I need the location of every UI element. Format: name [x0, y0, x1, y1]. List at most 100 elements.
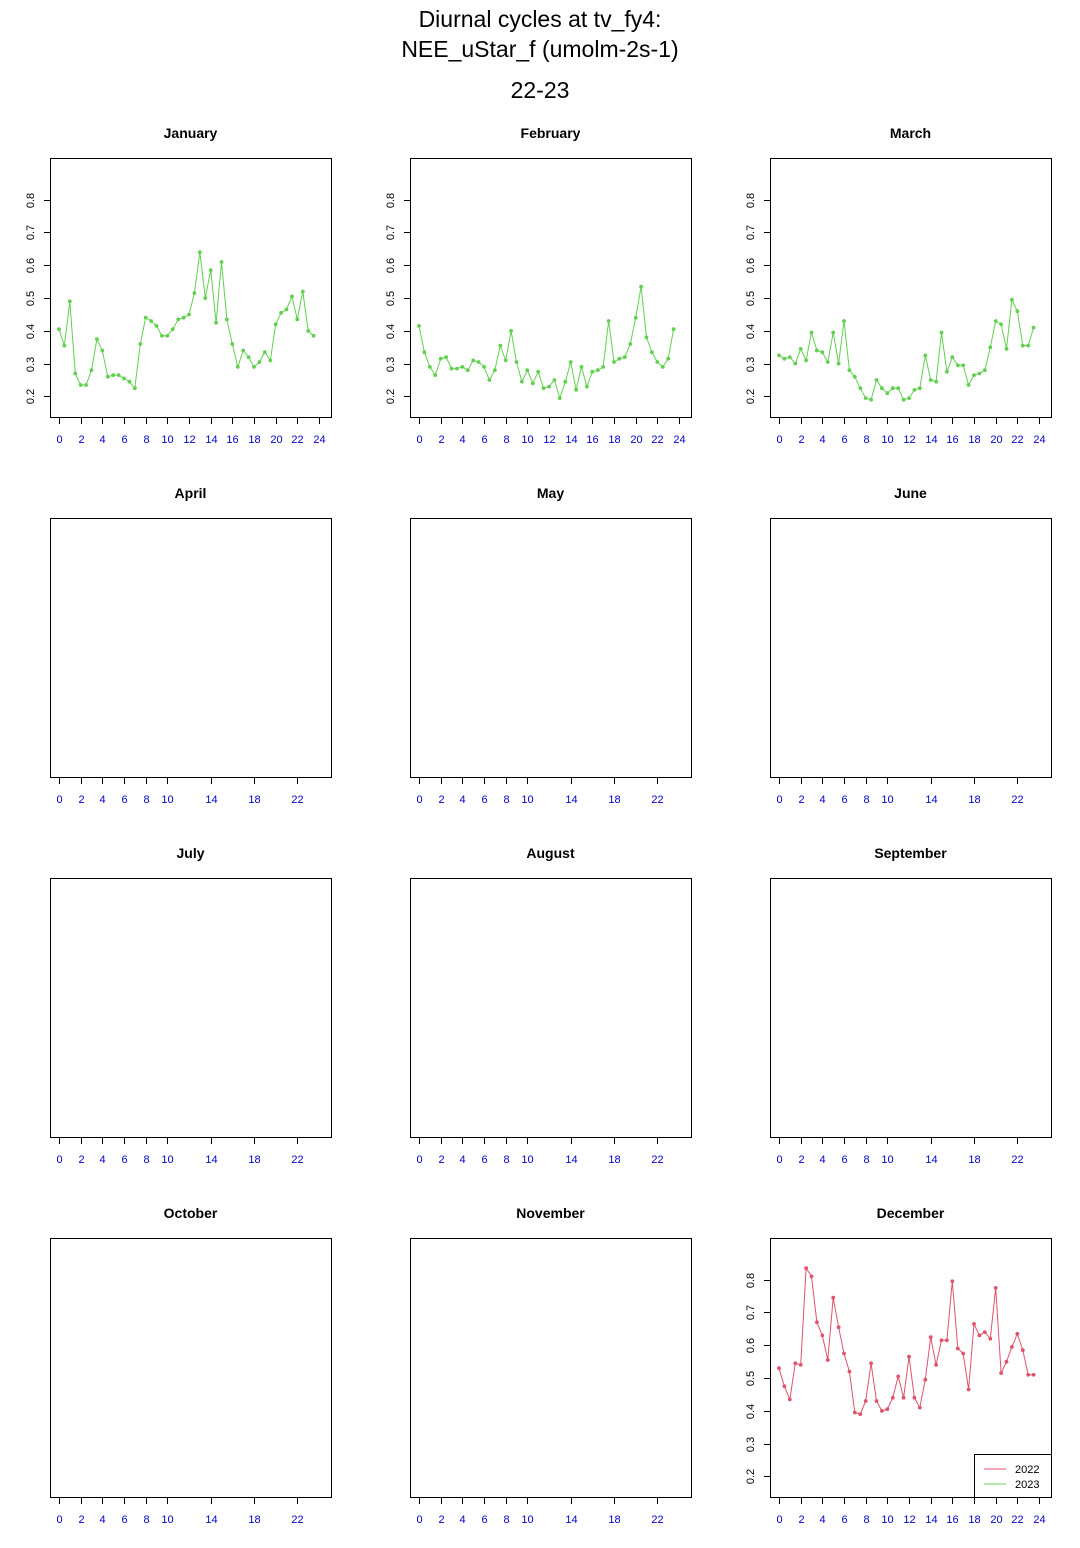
- data-point: [536, 369, 541, 374]
- plot-frame: [410, 1238, 692, 1498]
- data-point: [89, 368, 94, 373]
- data-point: [945, 369, 949, 374]
- x-tick-label: 4: [459, 1514, 465, 1526]
- x-tick-label: 0: [56, 434, 62, 446]
- x-tick-label: 14: [205, 1514, 217, 1526]
- data-point: [568, 360, 573, 364]
- y-tick-label: 0.4: [385, 324, 397, 339]
- data-point: [181, 315, 186, 320]
- series-line-2023: [418, 286, 675, 400]
- y-tick-label: 0.2: [25, 389, 37, 404]
- data-point: [825, 360, 830, 364]
- data-point: [804, 1266, 808, 1271]
- data-point: [530, 381, 535, 386]
- data-point: [246, 355, 251, 359]
- panel-title: September: [874, 845, 947, 861]
- panel-august: August 0 2 4 6 8 10 14 18 22: [410, 845, 692, 1166]
- y-tick-label: 0.2: [385, 389, 397, 404]
- plot-frame: [410, 518, 692, 778]
- data-point: [966, 383, 971, 387]
- data-point: [422, 350, 427, 355]
- data-point: [257, 360, 262, 364]
- x-tick-label: 18: [968, 434, 980, 446]
- data-point: [966, 1387, 971, 1392]
- x-tick-label: 14: [565, 794, 577, 806]
- y-tick-label: 0.6: [385, 258, 397, 273]
- x-tick-label: 2: [78, 1154, 84, 1166]
- x-tick-label: 14: [925, 434, 937, 446]
- data-point: [471, 358, 476, 363]
- data-point: [787, 1397, 792, 1402]
- data-point: [928, 1335, 933, 1339]
- data-point: [449, 366, 454, 371]
- data-point: [279, 310, 283, 315]
- x-tick-label: 8: [863, 1154, 869, 1166]
- x-tick-label: 8: [863, 434, 869, 446]
- data-point: [988, 1336, 993, 1341]
- data-point: [928, 378, 933, 382]
- x-tick-label: 0: [776, 434, 782, 446]
- data-point: [311, 333, 316, 338]
- x-tick-label: 10: [521, 1154, 533, 1166]
- x-tick-label: 4: [99, 434, 105, 446]
- x-tick-label: 14: [205, 434, 217, 446]
- data-point: [782, 356, 787, 361]
- data-point: [977, 371, 982, 376]
- plot-frame: [50, 878, 332, 1138]
- data-point: [825, 1358, 830, 1362]
- x-tick-label: 10: [521, 1514, 533, 1526]
- data-point: [809, 1274, 814, 1279]
- x-tick-label: 0: [776, 794, 782, 806]
- y-tick-label: 0.5: [25, 291, 37, 306]
- data-point: [273, 322, 278, 327]
- panel-title: May: [537, 485, 564, 501]
- x-tick-label: 2: [78, 794, 84, 806]
- data-point: [847, 368, 852, 373]
- x-tick-label: 16: [946, 1514, 958, 1526]
- data-point: [842, 1351, 846, 1356]
- x-tick-label: 10: [881, 794, 893, 806]
- chart-subtitle-period: 22-23: [510, 77, 570, 103]
- y-tick-label: 0.6: [25, 258, 37, 273]
- x-tick-label: 18: [608, 794, 620, 806]
- data-point: [520, 379, 524, 384]
- data-point: [606, 319, 611, 323]
- data-point: [804, 358, 808, 363]
- data-point: [777, 353, 781, 358]
- data-point: [869, 1361, 873, 1366]
- data-point: [444, 355, 448, 359]
- data-point: [923, 353, 928, 358]
- x-tick-label: 16: [586, 434, 598, 446]
- x-tick-label: 18: [968, 794, 980, 806]
- data-point: [455, 366, 459, 371]
- data-point: [972, 1322, 976, 1326]
- y-tick-label: 0.5: [745, 291, 757, 306]
- y-tick-label: 0.3: [745, 357, 757, 372]
- data-point: [143, 315, 148, 320]
- x-tick-label: 4: [99, 794, 105, 806]
- data-point: [993, 1286, 998, 1290]
- x-tick-label: 6: [121, 434, 127, 446]
- data-point: [874, 1399, 879, 1403]
- x-tick-label: 6: [121, 1154, 127, 1166]
- data-point: [852, 374, 857, 379]
- data-point: [880, 1409, 884, 1413]
- x-tick-label: 2: [798, 1514, 804, 1526]
- panel-september: September 0 2 4 6 8 10 14 18 22: [770, 845, 1052, 1166]
- data-point: [225, 317, 229, 322]
- x-tick-label: 10: [881, 434, 893, 446]
- panel-title: January: [164, 125, 218, 141]
- x-tick-label: 0: [776, 1514, 782, 1526]
- data-point: [95, 337, 99, 341]
- data-point: [777, 1366, 781, 1371]
- data-point: [666, 356, 671, 361]
- data-point: [127, 379, 132, 384]
- data-point: [514, 360, 519, 364]
- plot-frame: [770, 518, 1052, 778]
- legend-label-2023: 2023: [1015, 1479, 1039, 1491]
- x-tick-label: 12: [543, 434, 555, 446]
- x-tick-label: 6: [481, 1154, 487, 1166]
- x-tick-label: 2: [78, 1514, 84, 1526]
- x-tick-label: 0: [56, 794, 62, 806]
